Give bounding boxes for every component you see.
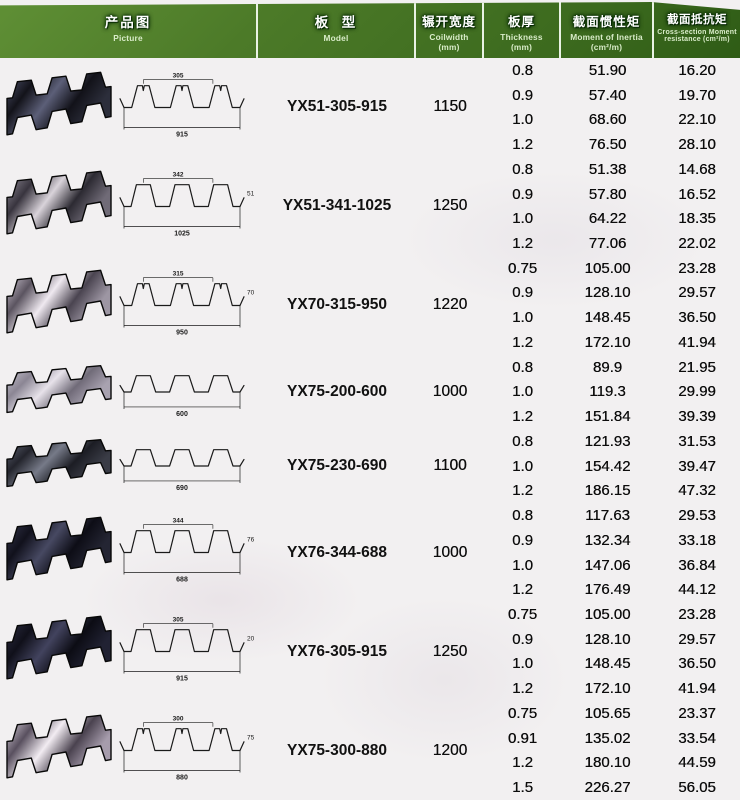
svg-text:315: 315 <box>173 271 184 278</box>
svg-text:305: 305 <box>173 617 184 624</box>
svg-text:1025: 1025 <box>174 230 190 237</box>
svg-text:915: 915 <box>176 131 188 138</box>
svg-text:300: 300 <box>173 716 184 723</box>
svg-text:342: 342 <box>173 172 184 179</box>
svg-text:600: 600 <box>176 411 188 418</box>
svg-text:75: 75 <box>247 735 255 742</box>
svg-text:950: 950 <box>176 329 188 336</box>
svg-text:70: 70 <box>247 289 255 296</box>
svg-text:305: 305 <box>173 73 184 80</box>
svg-text:76: 76 <box>247 537 255 544</box>
svg-text:344: 344 <box>173 518 184 525</box>
svg-text:915: 915 <box>176 676 188 683</box>
svg-text:880: 880 <box>176 775 188 782</box>
svg-text:688: 688 <box>176 577 188 584</box>
svg-text:20: 20 <box>247 636 255 643</box>
svg-text:690: 690 <box>176 485 188 492</box>
svg-text:51: 51 <box>247 190 255 197</box>
